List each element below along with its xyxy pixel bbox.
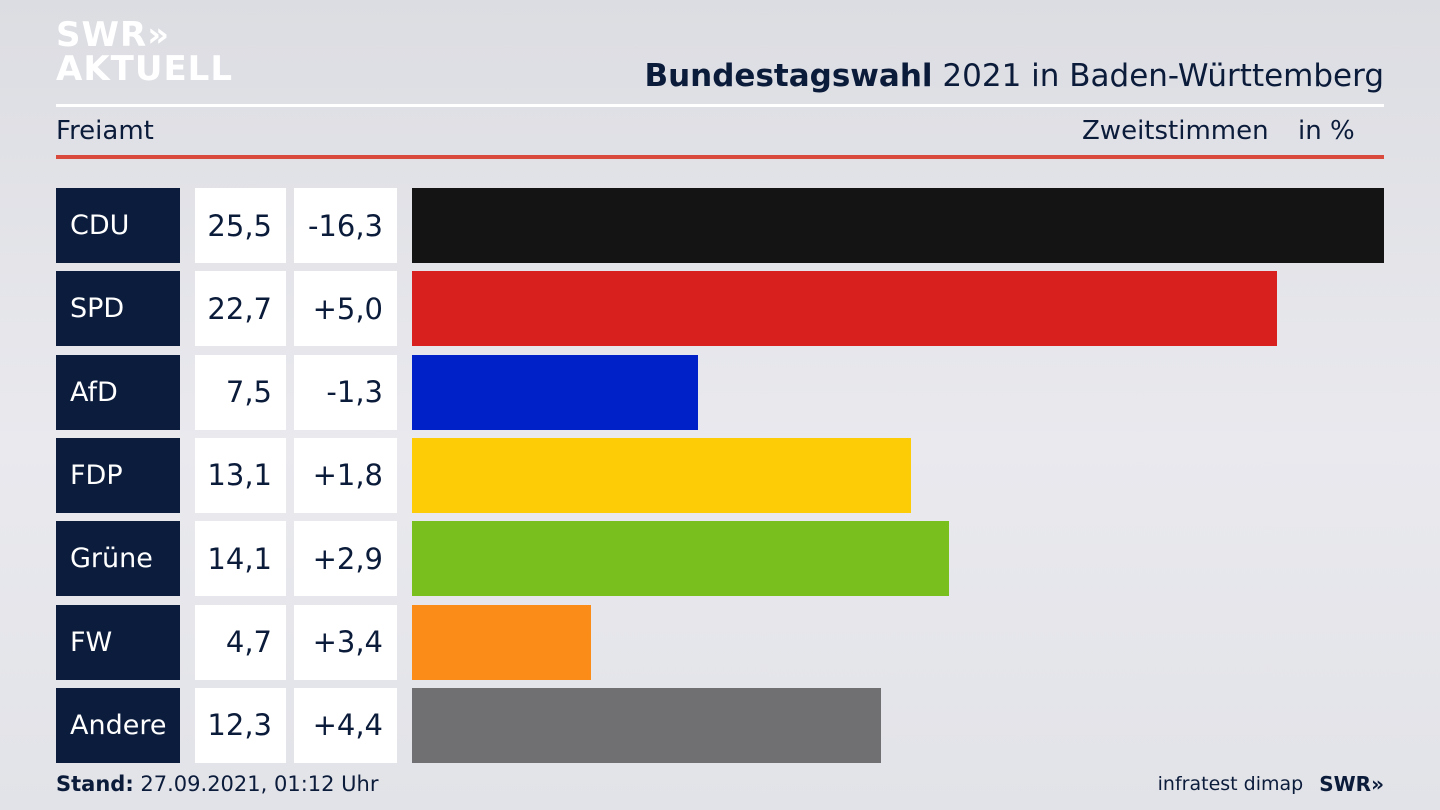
timestamp-label: Stand:: [56, 772, 134, 796]
party-label: FDP: [56, 437, 180, 513]
bar-cdu: [412, 188, 1384, 263]
logo-line-2: AKTUELL: [56, 49, 234, 89]
result-row-afd: AfD 7,5 -1,3: [0, 354, 1440, 430]
result-row-cdu: CDU 25,5 -16,3: [0, 188, 1440, 263]
result-row-spd: SPD 22,7 +5,0: [0, 271, 1440, 347]
source-credit: infratest dimap SWR»: [1158, 772, 1384, 796]
change-label: -1,3: [294, 354, 397, 430]
unit-label: in %: [1298, 116, 1355, 146]
party-label: FW: [56, 604, 180, 680]
party-label: CDU: [56, 188, 180, 263]
bar-fw: [412, 604, 591, 680]
change-label: +4,4: [294, 687, 397, 763]
title-rest: 2021 in Baden-Württemberg: [932, 58, 1384, 94]
result-row-andere: Andere 12,3 +4,4: [0, 687, 1440, 763]
vote-share-label: 7,5: [195, 354, 286, 430]
change-label: -16,3: [294, 188, 397, 263]
bar-andere: [412, 687, 881, 763]
vote-share-label: 13,1: [195, 437, 286, 513]
vote-share-label: 22,7: [195, 271, 286, 347]
change-label: +1,8: [294, 437, 397, 513]
header-divider: [56, 104, 1384, 107]
source-name: infratest dimap: [1157, 773, 1304, 795]
bar-afd: [412, 354, 698, 430]
timestamp-value: 27.09.2021, 01:12 Uhr: [133, 772, 379, 796]
accent-divider: [56, 155, 1384, 159]
vote-share-label: 25,5: [195, 188, 286, 263]
party-label: Andere: [56, 687, 180, 763]
timestamp: Stand: 27.09.2021, 01:12 Uhr: [56, 772, 379, 796]
swr-brand-mark: SWR»: [1319, 772, 1384, 796]
bar-spd: [412, 271, 1277, 347]
change-label: +2,9: [294, 521, 397, 597]
result-row-fdp: FDP 13,1 +1,8: [0, 437, 1440, 513]
bar-fdp: [412, 437, 911, 513]
party-label: SPD: [56, 271, 180, 347]
metric-label: Zweitstimmen: [1082, 116, 1269, 146]
page-title: Bundestagswahl 2021 in Baden-Württemberg: [644, 58, 1384, 94]
title-bold: Bundestagswahl: [644, 58, 933, 94]
party-label: AfD: [56, 354, 180, 430]
result-row-gr-ne: Grüne 14,1 +2,9: [0, 521, 1440, 597]
region-label: Freiamt: [56, 116, 154, 146]
change-label: +3,4: [294, 604, 397, 680]
result-row-fw: FW 4,7 +3,4: [0, 604, 1440, 680]
bar-gr-ne: [412, 521, 949, 597]
vote-share-label: 12,3: [195, 687, 286, 763]
change-label: +5,0: [294, 271, 397, 347]
vote-share-label: 4,7: [195, 604, 286, 680]
vote-share-label: 14,1: [195, 521, 286, 597]
swr-aktuell-logo: SWR» AKTUELL: [56, 18, 233, 86]
logo-line-1: SWR»: [56, 15, 171, 55]
party-label: Grüne: [56, 521, 180, 597]
